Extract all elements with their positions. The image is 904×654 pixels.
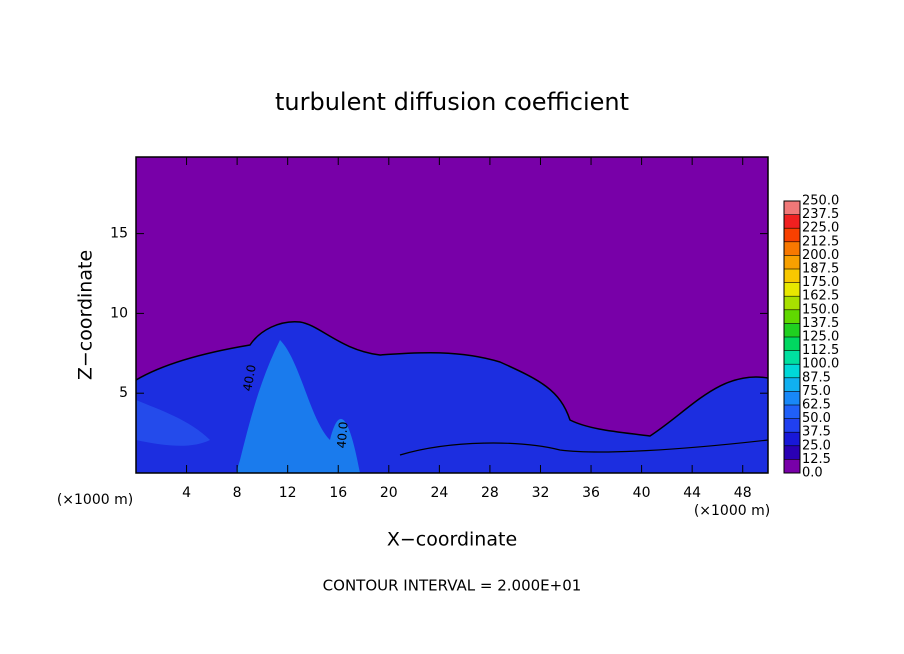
x-tick-label: 48 xyxy=(734,485,752,501)
colorbar-segment xyxy=(784,228,800,242)
x-unit: (×1000 m) xyxy=(694,503,770,519)
colorbar-label: 200.0 xyxy=(802,248,839,263)
x-axis-label: X−coordinate xyxy=(387,529,517,551)
colorbar-segment xyxy=(784,405,800,419)
y-tick-label: 15 xyxy=(110,226,128,242)
colorbar-label: 187.5 xyxy=(802,262,839,277)
colorbar-label: 175.0 xyxy=(802,275,839,290)
colorbar-segment xyxy=(784,377,800,392)
colorbar-segment xyxy=(784,296,800,310)
colorbar-segment xyxy=(784,364,800,378)
chart-title: turbulent diffusion coefficient xyxy=(275,88,629,116)
colorbar-label: 112.5 xyxy=(802,343,839,358)
colorbar-label: 162.5 xyxy=(802,289,839,304)
footnote: CONTOUR INTERVAL = 2.000E+01 xyxy=(323,577,582,595)
colorbar-segment xyxy=(784,282,800,297)
colorbar-segment xyxy=(784,309,800,324)
x-tick-label: 32 xyxy=(532,485,550,501)
x-tick-label: 16 xyxy=(329,485,347,501)
contour-label: 40.0 xyxy=(240,364,258,393)
y-tick-label: 10 xyxy=(110,305,128,321)
plot-frame xyxy=(135,156,769,474)
x-tick-label: 36 xyxy=(582,485,600,501)
x-tick-label: 4 xyxy=(182,485,191,501)
colorbar-segment xyxy=(784,445,800,460)
colorbar-label: 250.0 xyxy=(802,194,839,209)
colorbar-label: 25.0 xyxy=(802,438,831,453)
colorbar-label: 50.0 xyxy=(802,411,831,426)
y-tick-label: 5 xyxy=(119,385,128,401)
colorbar-label: 212.5 xyxy=(802,234,839,249)
y-axis-label: Z−coordinate xyxy=(75,250,97,380)
colorbar-label: 225.0 xyxy=(802,221,839,236)
x-tick-label: 40 xyxy=(633,485,651,501)
x-tick-label: 12 xyxy=(279,485,297,501)
colorbar-label: 87.5 xyxy=(802,370,831,385)
colorbar-segment xyxy=(784,241,800,256)
colorbar-segment xyxy=(784,459,800,473)
colorbar-segment xyxy=(784,350,800,365)
contour-label: 40.0 xyxy=(334,421,350,449)
colorbar-segment xyxy=(784,391,800,405)
colorbar-label: 12.5 xyxy=(802,452,831,467)
colorbar-label: 125.0 xyxy=(802,330,839,345)
colorbar-label: 237.5 xyxy=(802,207,839,222)
colorbar-label: 150.0 xyxy=(802,302,839,317)
x-tick-label: 44 xyxy=(683,485,701,501)
y-unit: (×1000 m) xyxy=(57,492,133,508)
colorbar-label: 75.0 xyxy=(802,384,831,399)
colorbar-label: 37.5 xyxy=(802,425,831,440)
colorbar-label: 137.5 xyxy=(802,316,839,331)
colorbar-label: 100.0 xyxy=(802,357,839,372)
colorbar-segment xyxy=(784,269,800,283)
colorbar-segment xyxy=(784,337,800,351)
colorbar-segment xyxy=(784,214,800,229)
colorbar-segment xyxy=(784,323,800,337)
x-tick-label: 8 xyxy=(233,485,242,501)
field xyxy=(135,157,769,473)
colorbar-segment xyxy=(784,418,800,433)
x-tick-label: 24 xyxy=(430,485,448,501)
colorbar-segment xyxy=(784,255,800,269)
x-tick-label: 20 xyxy=(380,485,398,501)
colorbar-segment xyxy=(784,201,800,215)
x-tick-label: 28 xyxy=(481,485,499,501)
colorbar-segment xyxy=(784,432,800,446)
colorbar-label: 0.0 xyxy=(802,466,823,481)
colorbar-label: 62.5 xyxy=(802,398,831,413)
